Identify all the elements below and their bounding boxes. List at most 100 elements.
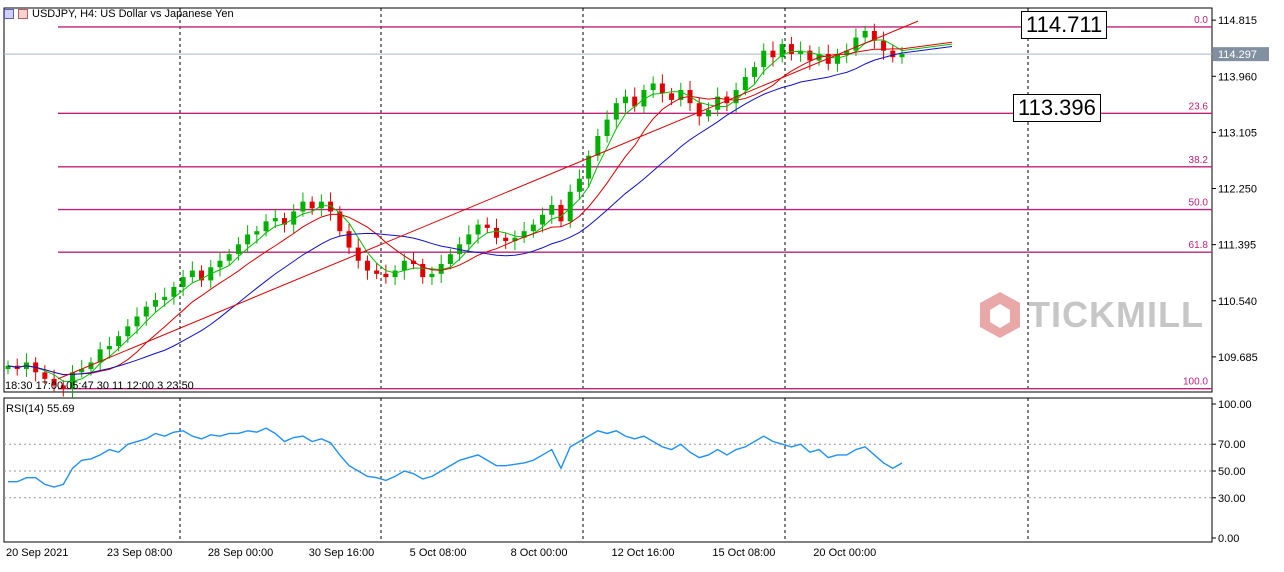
- candle-body: [79, 369, 85, 373]
- time-axis-label: 20 Sep 2021: [6, 547, 68, 559]
- candle-body: [540, 214, 546, 225]
- rsi-axis-label: 0.00: [1218, 533, 1239, 545]
- candle-body: [788, 44, 794, 54]
- candle-body: [328, 201, 334, 212]
- candle-body: [162, 296, 168, 301]
- candle-body: [309, 201, 315, 209]
- candle-body: [807, 50, 813, 61]
- candle-body: [438, 264, 444, 274]
- price-axis-label: 109.685: [1218, 352, 1258, 364]
- candle-body: [549, 204, 555, 215]
- rsi-axis-label: 50.00: [1218, 466, 1246, 478]
- candle-body: [116, 336, 122, 347]
- candle-body: [493, 227, 499, 238]
- crosshair-time-readout: 18:30 17:00 05:47 30 11 12:00 3 23:50: [5, 380, 194, 392]
- time-axis-label: 12 Oct 16:00: [611, 547, 674, 559]
- candle-body: [281, 218, 287, 225]
- candle-body: [659, 83, 665, 94]
- candle-body: [678, 90, 684, 100]
- candle-body: [5, 365, 11, 370]
- candle-body: [199, 270, 205, 281]
- main-plot-frame: [3, 7, 1213, 393]
- time-axis-label: 28 Sep 00:00: [208, 547, 273, 559]
- candle-body: [512, 237, 518, 242]
- rsi-axis-label: 70.00: [1218, 439, 1246, 451]
- candle-body: [521, 231, 527, 238]
- candle-body: [346, 231, 352, 248]
- candle-body: [97, 349, 103, 363]
- candle-body: [364, 260, 370, 271]
- price-axis-label: 113.105: [1218, 127, 1257, 139]
- rsi-indicator-label: RSI(14) 55.69: [6, 403, 75, 415]
- candle-body: [604, 119, 610, 136]
- candle-body: [42, 372, 48, 379]
- candle-body: [88, 362, 94, 370]
- candle-body: [226, 254, 232, 261]
- time-axis-label: 5 Oct 08:00: [410, 547, 467, 559]
- price-axis-label: 114.815: [1218, 15, 1257, 27]
- chart-title-bar: USDJPY, H4: US Dollar vs Japanese Yen: [4, 7, 234, 21]
- candle-body: [125, 326, 131, 337]
- candle-body: [420, 264, 426, 278]
- candle-body: [374, 270, 380, 274]
- candle-body: [576, 178, 582, 192]
- candle-body: [447, 254, 453, 264]
- candle-body: [254, 231, 260, 235]
- candle-body: [798, 50, 804, 54]
- candle-body: [742, 76, 748, 91]
- candle-body: [466, 234, 472, 245]
- candle-body: [383, 273, 389, 278]
- candle-body: [503, 237, 509, 242]
- fib-level-label: 0.0: [1194, 15, 1208, 26]
- candle-body: [245, 234, 251, 245]
- candle-body: [530, 224, 536, 232]
- candle-body: [752, 67, 758, 77]
- current-price-tag-bg: [1213, 47, 1269, 62]
- time-axis-label: 15 Oct 08:00: [712, 547, 775, 559]
- candle-body: [263, 221, 269, 232]
- candle-body: [844, 50, 850, 54]
- candle-body: [217, 260, 223, 268]
- candle-body: [337, 211, 343, 232]
- fib-level-label: 50.0: [1189, 198, 1209, 209]
- price-axis-label: 110.540: [1218, 296, 1257, 308]
- ma-slow-line: [7, 45, 953, 376]
- candle-body: [613, 103, 619, 120]
- candle-body: [834, 53, 840, 64]
- candle-body: [272, 218, 278, 222]
- candle-body: [134, 316, 140, 327]
- candle-body: [623, 96, 629, 104]
- candle-body: [484, 224, 490, 228]
- ma-mid-line: [7, 41, 953, 376]
- candle-body: [143, 306, 149, 317]
- chart-window-icon: [4, 9, 14, 19]
- candle-body: [641, 90, 647, 107]
- rsi-axis-label: 100.00: [1218, 399, 1252, 411]
- fib-level-label: 23.6: [1189, 101, 1209, 112]
- candle-body: [881, 40, 887, 51]
- fib-level-label: 38.2: [1189, 155, 1209, 166]
- candle-body: [567, 191, 573, 222]
- rsi-plot-frame: [3, 397, 1213, 543]
- candle-body: [899, 53, 905, 58]
- watermark-brand: TICKMILL: [1028, 294, 1204, 335]
- time-axis-label: 20 Oct 00:00: [813, 547, 876, 559]
- time-axis-label: 23 Sep 08:00: [107, 547, 172, 559]
- candle-body: [715, 96, 721, 110]
- symbol-label: USDJPY, H4: US Dollar vs Japanese Yen: [32, 8, 234, 20]
- tickmill-logo-icon: [980, 292, 1020, 338]
- candle-body: [871, 30, 877, 41]
- candle-body: [586, 155, 592, 179]
- candle-body: [770, 50, 776, 58]
- time-axis-label: 8 Oct 00:00: [511, 547, 568, 559]
- candle-body: [291, 211, 297, 225]
- fib-high-price-tag: 114.711: [1021, 11, 1108, 39]
- price-axis-label: 112.250: [1218, 184, 1257, 196]
- fib-236-price-tag: 113.396: [1013, 94, 1101, 122]
- candle-body: [779, 44, 785, 58]
- candle-body: [558, 204, 564, 222]
- candle-body: [475, 224, 481, 235]
- candle-body: [853, 37, 859, 51]
